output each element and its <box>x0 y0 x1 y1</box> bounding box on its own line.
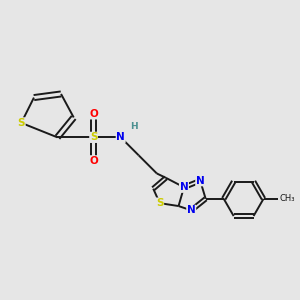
Text: N: N <box>196 176 205 186</box>
Text: N: N <box>187 206 196 215</box>
Text: CH₃: CH₃ <box>279 194 295 203</box>
Text: H: H <box>130 122 138 131</box>
Text: S: S <box>90 132 97 142</box>
Text: O: O <box>89 109 98 119</box>
Text: N: N <box>180 182 188 192</box>
Text: N: N <box>116 132 125 142</box>
Text: S: S <box>17 118 25 128</box>
Text: O: O <box>89 156 98 166</box>
Text: S: S <box>156 198 164 208</box>
